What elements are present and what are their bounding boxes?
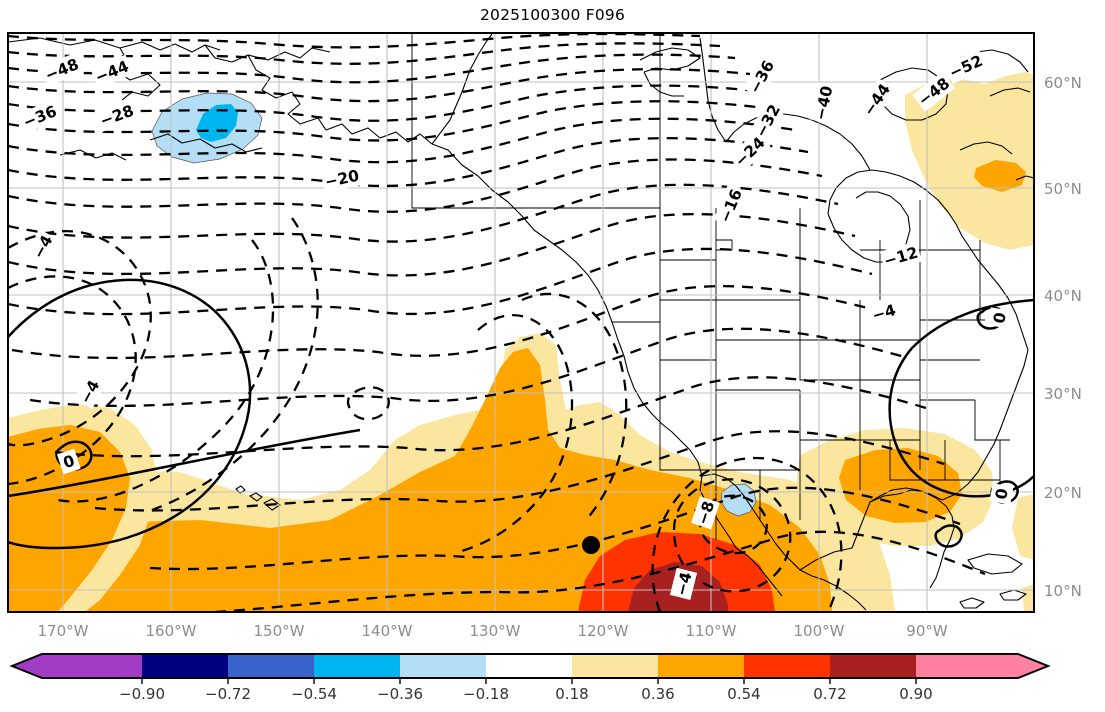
y-tick-label: 60°N (1044, 74, 1082, 92)
x-tick-label: 150°W (254, 622, 305, 640)
colorbar-tick-label: 0.72 (813, 685, 846, 703)
y-tick-label: 30°N (1044, 385, 1082, 403)
x-tick-label: 140°W (362, 622, 413, 640)
colorbar-outline (9, 653, 1051, 679)
colorbar-tick-label: 0.90 (899, 685, 932, 703)
x-tick-label: 100°W (794, 622, 845, 640)
x-axis-tick-labels: 170°W 160°W 150°W 140°W 130°W 120°W 110°… (38, 622, 948, 640)
colorbar-swatch-4[interactable] (400, 654, 486, 678)
shade-orange-gulf (839, 448, 962, 523)
shade-orange-west (8, 425, 130, 612)
colorbar-swatch-5[interactable] (486, 654, 572, 678)
storm-center-marker (582, 536, 600, 554)
shaded-anomaly-field (8, 72, 1034, 612)
contour-label: −4 (672, 570, 695, 598)
colorbar-tick-label: −0.54 (291, 685, 337, 703)
coastlines-and-borders (8, 33, 1034, 611)
colorbar-tick-label: 0.18 (555, 685, 588, 703)
x-tick-label: 120°W (578, 622, 629, 640)
shade-pale-right-lower (1022, 584, 1034, 612)
x-tick-label: 170°W (38, 622, 89, 640)
colorbar-swatch-9[interactable] (830, 654, 916, 678)
colorbar-tick-label: 0.36 (641, 685, 674, 703)
colorbar-swatch-7[interactable] (658, 654, 744, 678)
y-tick-label: 10°N (1044, 582, 1082, 600)
colorbar-swatch-over[interactable] (1018, 654, 1048, 678)
colorbar-tick-label: −0.90 (119, 685, 165, 703)
y-tick-label: 20°N (1044, 484, 1082, 502)
x-tick-label: 110°W (686, 622, 737, 640)
colorbar-swatch-10[interactable] (916, 654, 1018, 678)
plot-frame (7, 32, 1035, 613)
colorbar-swatch-3[interactable] (314, 654, 400, 678)
shade-orange-east-canada (974, 160, 1026, 192)
colorbar-swatch-under[interactable] (12, 654, 42, 678)
colorbar-tick-label: −0.18 (463, 685, 509, 703)
y-tick-label: 40°N (1044, 287, 1082, 305)
chart-title: 2025100300 F096 (479, 6, 626, 24)
colorbar-swatch-6[interactable] (572, 654, 658, 678)
contour-label: −4 (870, 301, 898, 325)
shade-pale-right-edge (1012, 494, 1034, 560)
y-tick-label: 50°N (1044, 180, 1082, 198)
x-tick-label: 130°W (470, 622, 521, 640)
colorbar-swatch-2[interactable] (228, 654, 314, 678)
shade-pale-east-canada (905, 72, 1034, 250)
colorbar-swatch-8[interactable] (744, 654, 830, 678)
contour-label: 0 (990, 311, 1010, 325)
x-tick-label: 90°W (906, 622, 948, 640)
negative-contour-lines (8, 33, 986, 612)
colorbar[interactable]: −0.90 −0.72 −0.54 −0.36 −0.18 0.18 0.36 … (9, 653, 1051, 703)
y-axis-tick-labels: 60°N 50°N 40°N 30°N 20°N 10°N (1044, 74, 1082, 600)
x-tick-label: 160°W (146, 622, 197, 640)
shade-cyan-alaska (196, 104, 238, 142)
colorbar-swatch-1[interactable] (142, 654, 228, 678)
colorbar-swatch-0[interactable] (42, 654, 142, 678)
contour-label: 0 (992, 487, 1012, 501)
colorbar-tick-label: −0.36 (377, 685, 423, 703)
colorbar-tick-label: −0.72 (205, 685, 251, 703)
colorbar-tick-label: 0.54 (727, 685, 760, 703)
colorbar-tick-labels: −0.90 −0.72 −0.54 −0.36 −0.18 0.18 0.36 … (119, 685, 933, 703)
colorbar-ticks (141, 678, 917, 684)
